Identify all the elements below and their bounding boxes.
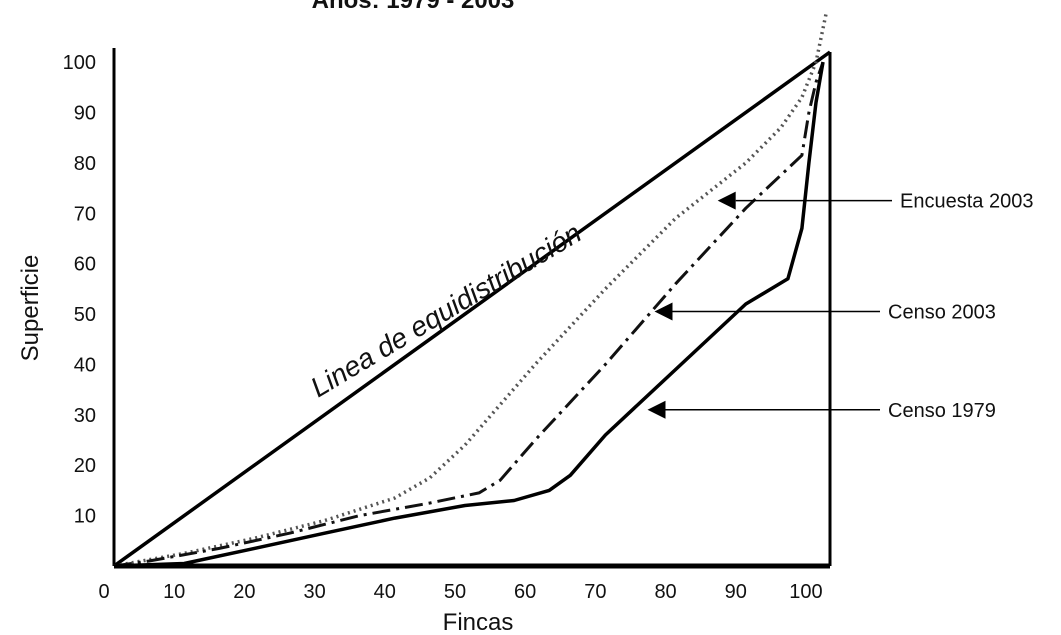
- annotation-arrowhead: [654, 302, 673, 321]
- annotation-arrowhead: [717, 191, 736, 210]
- series-layer: [113, 11, 829, 568]
- x-tick-label: 30: [303, 581, 325, 603]
- x-tick-label: 10: [163, 581, 185, 603]
- y-axis-title: Superficie: [17, 255, 44, 362]
- chart-title: Años: 1979 - 2003: [312, 0, 515, 14]
- annotation-layer: Encuesta 2003 Censo 2003 Censo 1979: [647, 191, 1033, 422]
- y-tick-label: 80: [74, 153, 96, 175]
- equality-line: [112, 50, 832, 568]
- x-axis-title: Fincas: [443, 609, 514, 635]
- y-tick-label: 100: [63, 52, 96, 74]
- x-tick-label: 60: [514, 581, 536, 603]
- series-line-censo-1979: [113, 61, 825, 568]
- y-tick-label: 10: [74, 506, 96, 528]
- x-tick-label: 90: [725, 581, 747, 603]
- x-tick-label: 20: [233, 581, 255, 603]
- y-tick-label: 20: [74, 455, 96, 477]
- x-tick-label: 40: [374, 581, 396, 603]
- x-tick-label: 70: [584, 581, 606, 603]
- annotation-label: Censo 1979: [888, 400, 996, 422]
- annotation-label: Encuesta 2003: [900, 191, 1033, 213]
- y-tick-label: 40: [74, 354, 96, 376]
- y-tick-label: 30: [74, 405, 96, 427]
- equality-line-label: Linea de equidistribución: [305, 217, 587, 403]
- y-tick-label: 70: [74, 203, 96, 225]
- y-tick-labels: 10 20 30 40 50 60 70 80 90 100: [63, 52, 96, 528]
- annotation-arrowhead: [647, 400, 666, 419]
- y-tick-label: 60: [74, 254, 96, 276]
- x-tick-label: 50: [444, 581, 466, 603]
- x-tick-label: 0: [98, 581, 109, 603]
- y-tick-label: 90: [74, 102, 96, 124]
- x-tick-labels: 0 10 20 30 40 50 60 70 80 90 100: [98, 581, 822, 603]
- annotation-label: Censo 2003: [888, 302, 996, 324]
- x-tick-label: 100: [789, 581, 822, 603]
- y-tick-label: 50: [74, 304, 96, 326]
- x-tick-label: 80: [654, 581, 676, 603]
- series-line-censo-2003: [113, 61, 825, 568]
